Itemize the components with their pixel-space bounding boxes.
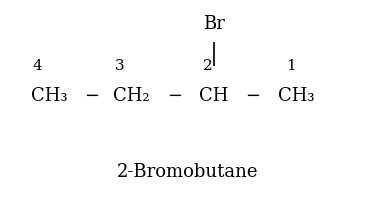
Text: 2-Bromobutane: 2-Bromobutane (117, 163, 258, 181)
Text: −: − (84, 87, 99, 105)
Text: CH₂: CH₂ (113, 87, 150, 105)
Text: −: − (167, 87, 182, 105)
Text: CH₃: CH₃ (30, 87, 67, 105)
Text: Br: Br (203, 15, 225, 33)
Text: 4: 4 (33, 59, 42, 73)
Text: 3: 3 (115, 59, 125, 73)
Text: CH₃: CH₃ (278, 87, 315, 105)
Text: 2: 2 (203, 59, 213, 73)
Text: 1: 1 (286, 59, 296, 73)
Text: CH: CH (199, 87, 228, 105)
Text: −: − (246, 87, 261, 105)
